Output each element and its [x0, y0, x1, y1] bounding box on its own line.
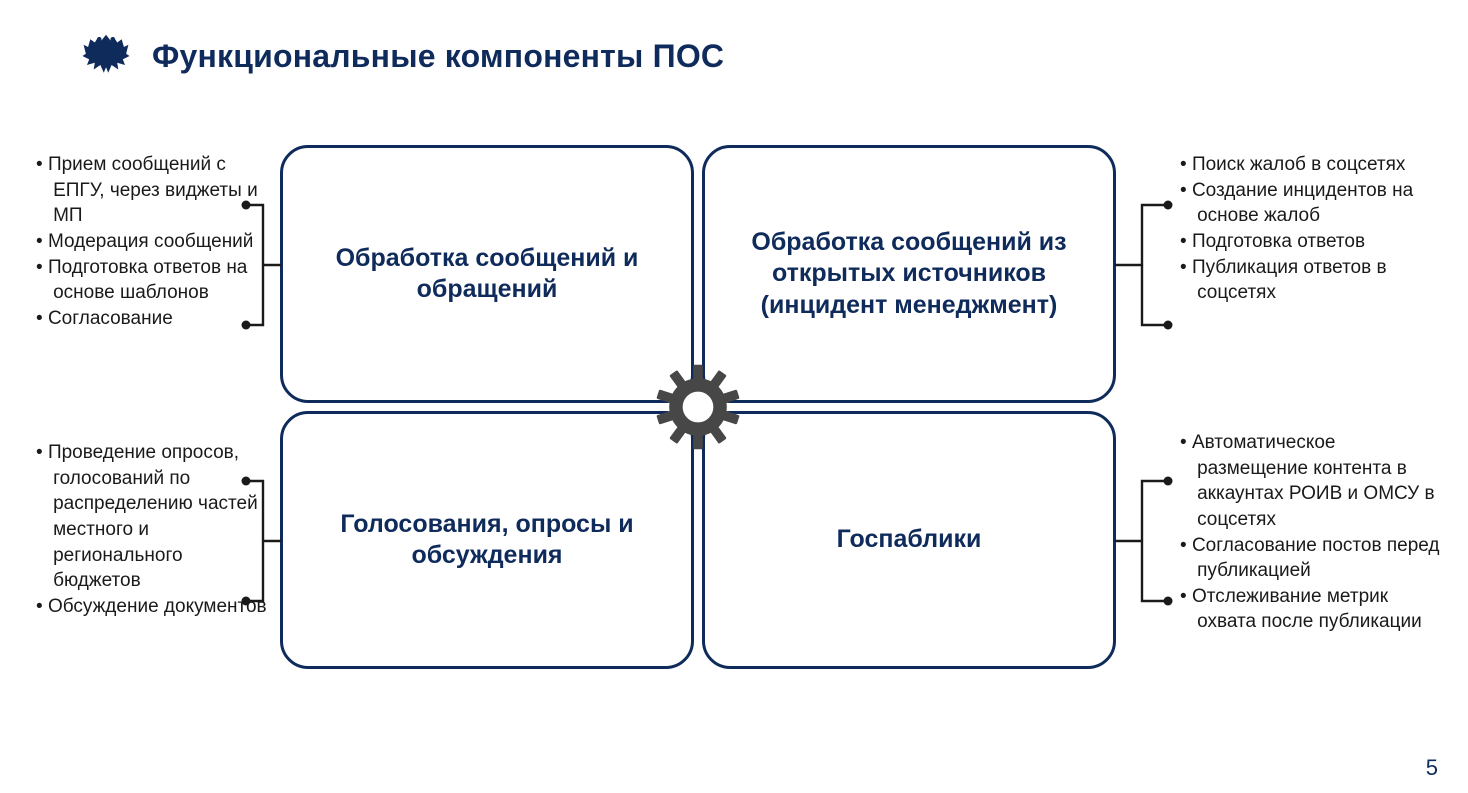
diagram-area: Обработка сообщений и обращений Обработк…	[0, 130, 1468, 750]
page-number: 5	[1426, 755, 1438, 781]
bullets-bottom-right: Автоматическое размещение контента в акк…	[1180, 430, 1440, 635]
bullet-item: Создание инцидентов на основе жалоб	[1180, 178, 1430, 229]
bullet-item: Подготовка ответов	[1180, 229, 1430, 255]
component-label: Госпаблики	[837, 524, 982, 555]
component-box-incident-management: Обработка сообщений из открытых источник…	[702, 145, 1116, 403]
component-label: Голосования, опросы и обсуждения	[301, 509, 673, 572]
bullet-item: Прием сообщений с ЕПГУ, через виджеты и …	[36, 152, 268, 229]
bullet-item: Обсуждение документов	[36, 594, 268, 620]
bullet-item: Согласование постов перед публикацией	[1180, 533, 1440, 584]
connector-top-right	[1108, 197, 1176, 333]
slide-title: Функциональные компоненты ПОС	[152, 38, 724, 75]
component-label: Обработка сообщений из открытых источник…	[723, 227, 1095, 321]
bullet-item: Отслеживание метрик охвата после публика…	[1180, 584, 1440, 635]
bullets-top-right: Поиск жалоб в соцсетяхСоздание инциденто…	[1180, 152, 1430, 306]
bullets-bottom-left: Проведение опросов, голосований по распр…	[36, 440, 268, 619]
bullet-item: Автоматическое размещение контента в акк…	[1180, 430, 1440, 533]
slide-header: Функциональные компоненты ПОС	[78, 28, 724, 84]
gear-icon	[650, 359, 746, 455]
component-box-message-processing: Обработка сообщений и обращений	[280, 145, 694, 403]
bullets-top-left: Прием сообщений с ЕПГУ, через виджеты и …	[36, 152, 268, 331]
component-label: Обработка сообщений и обращений	[301, 243, 673, 306]
bullet-item: Модерация сообщений	[36, 229, 268, 255]
bullet-item: Согласование	[36, 306, 268, 332]
component-box-gospabliki: Госпаблики	[702, 411, 1116, 669]
bullet-item: Подготовка ответов на основе шаблонов	[36, 255, 268, 306]
bullet-item: Проведение опросов, голосований по распр…	[36, 440, 268, 594]
component-box-voting-surveys: Голосования, опросы и обсуждения	[280, 411, 694, 669]
eagle-emblem-icon	[78, 28, 134, 84]
connector-bottom-right	[1108, 473, 1176, 609]
bullet-item: Поиск жалоб в соцсетях	[1180, 152, 1430, 178]
bullet-item: Публикация ответов в соцсетях	[1180, 255, 1430, 306]
